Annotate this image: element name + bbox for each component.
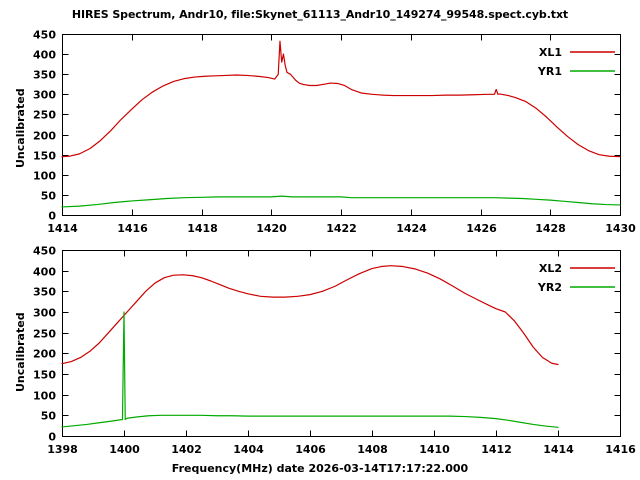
panel-top: 0 50 100 150 200 250 300 350 400 450 1414 1416 1418 1… [33, 29, 636, 236]
x-tick-label-top: 1428 [535, 222, 566, 235]
y-tick-label-bottom: 350 [33, 286, 56, 299]
x-tick-label-bottom: 1412 [481, 443, 512, 456]
x-tick-label-bottom: 1404 [233, 443, 264, 456]
series-yr2 [61, 311, 559, 428]
legend-label-yr1: YR1 [537, 65, 562, 78]
y-tick-label-top: 350 [33, 69, 56, 82]
series-xl2 [61, 265, 559, 366]
y-tick-label-bottom: 150 [33, 369, 56, 382]
legend-label-xl1: XL1 [539, 46, 562, 59]
y-tick-label-bottom: 300 [33, 307, 56, 320]
y-tick-label-top: 250 [33, 109, 56, 122]
x-tick-label-bottom: 1406 [295, 443, 326, 456]
y-tick-label-top: 450 [33, 29, 56, 42]
x-tick-label-top: 1416 [117, 222, 148, 235]
x-tick-label-top: 1420 [256, 222, 287, 235]
x-tick-label-bottom: 1414 [543, 443, 574, 456]
x-axis-label: Frequency(MHz) date 2026-03-14T17:17:22.… [171, 462, 469, 475]
legend-label-xl2: XL2 [539, 262, 562, 275]
x-tick-label-top: 1424 [396, 222, 427, 235]
plot-frame-bottom [62, 250, 621, 437]
x-tick-label-top: 1426 [466, 222, 497, 235]
page-title: HIRES Spectrum, Andr10, file:Skynet_6111… [71, 8, 569, 21]
y-tick-label-top: 50 [41, 190, 57, 203]
series-yr1 [61, 195, 621, 208]
x-tick-label-bottom: 1408 [357, 443, 388, 456]
y-tick-label-bottom: 200 [33, 348, 56, 361]
y-tick-label-top: 0 [48, 210, 56, 223]
y-tick-label-top: 150 [33, 150, 56, 163]
y-tick-label-bottom: 250 [33, 328, 56, 341]
y-tick-label-top: 200 [33, 130, 56, 143]
y-tick-label-top: 100 [33, 170, 56, 183]
x-tick-label-top: 1430 [605, 222, 636, 235]
x-tick-label-bottom: 1402 [171, 443, 202, 456]
plot-frame-top [62, 34, 621, 216]
x-tick-label-bottom: 1398 [47, 443, 78, 456]
x-tick-label-top: 1414 [47, 222, 78, 235]
x-tick-label-bottom: 1400 [109, 443, 140, 456]
y-tick-label-top: 300 [33, 89, 56, 102]
y-tick-label-bottom: 400 [33, 266, 56, 279]
y-tick-label-bottom: 450 [33, 245, 56, 258]
x-tick-label-top: 1418 [187, 222, 218, 235]
legend-label-yr2: YR2 [537, 281, 562, 294]
y-tick-label-bottom: 0 [48, 431, 56, 444]
y-tick-label-bottom: 100 [33, 390, 56, 403]
y-tick-label-top: 400 [33, 49, 56, 62]
x-tick-label-bottom: 1410 [419, 443, 450, 456]
y-tick-label-bottom: 50 [41, 410, 57, 423]
x-tick-label-top: 1422 [326, 222, 357, 235]
x-tick-label-bottom: 1416 [605, 443, 636, 456]
panel-bottom: 0 50 100 150 200 250 300 350 400 450 1398 1400 1402 1… [33, 245, 636, 457]
series-xl1 [61, 40, 621, 158]
